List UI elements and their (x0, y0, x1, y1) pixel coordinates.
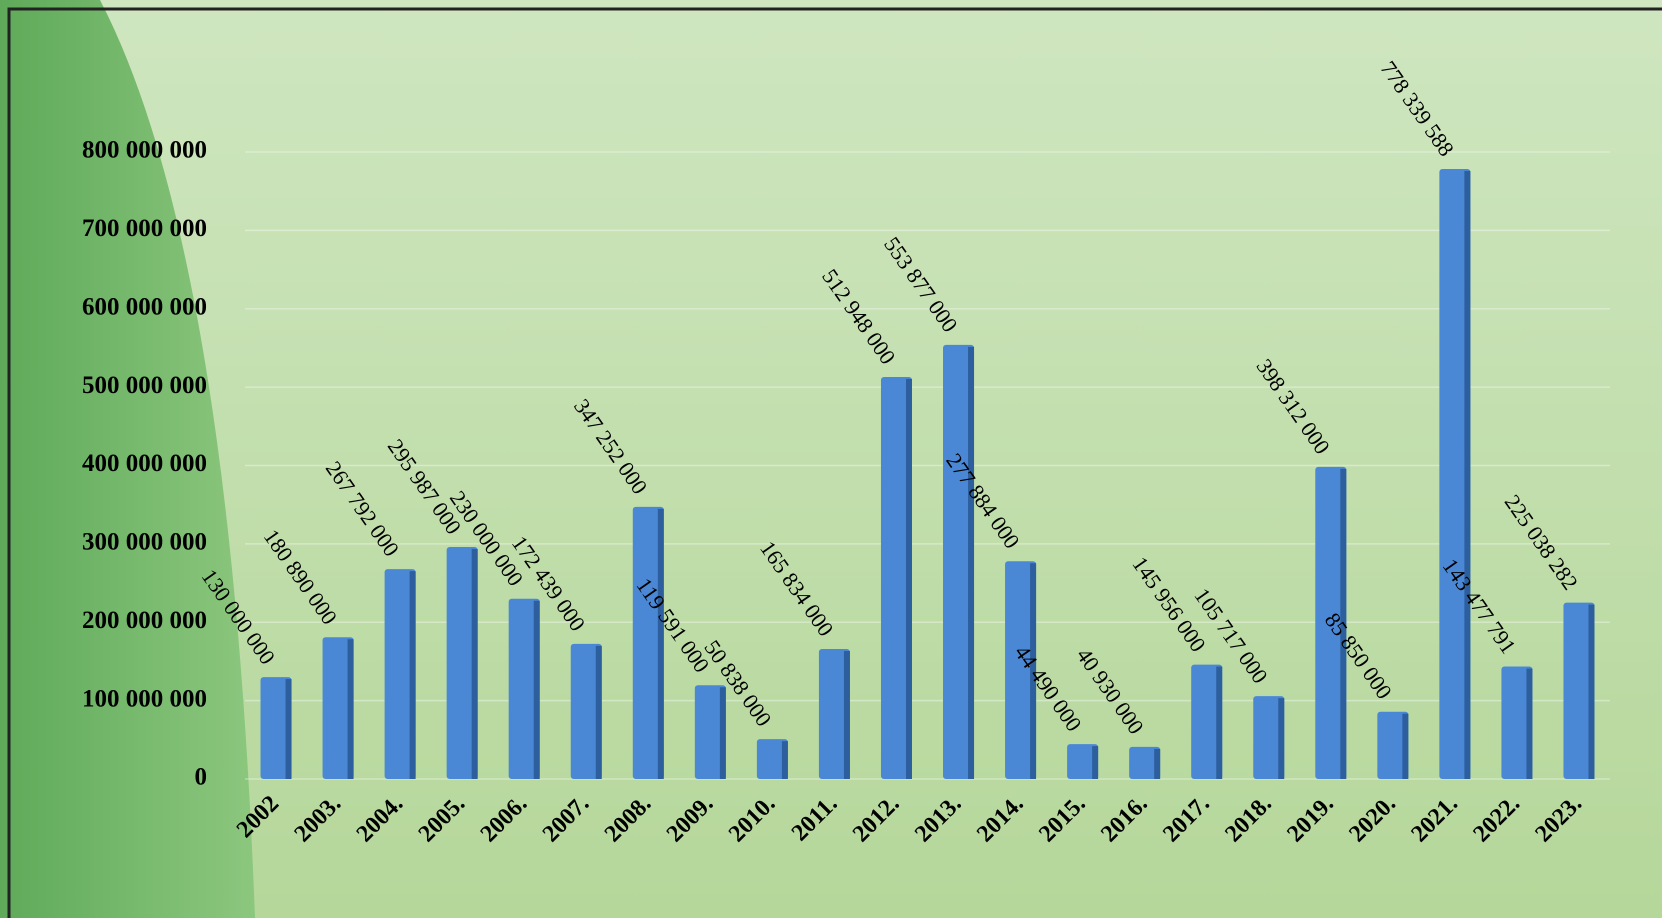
bar-side (1278, 698, 1284, 779)
y-tick-label: 800 000 000 (82, 137, 207, 164)
y-tick-label: 0 (195, 764, 208, 791)
bar-side (1154, 749, 1160, 779)
bar-side (1464, 171, 1470, 779)
y-tick-label: 100 000 000 (82, 685, 207, 712)
y-tick-label: 600 000 000 (82, 293, 207, 320)
y-tick-label: 500 000 000 (82, 372, 207, 399)
y-tick-label: 200 000 000 (82, 607, 207, 634)
bar-side (410, 571, 416, 779)
bar-side (286, 679, 292, 779)
bar-side (906, 379, 912, 779)
chart: 0 100 000 000 200 000 000 300 000 000 400 00… (0, 0, 1662, 918)
background (0, 0, 1662, 918)
y-tick-label: 700 000 000 (82, 215, 207, 242)
bar-side (658, 509, 664, 779)
bar-side (844, 651, 850, 779)
bar-side (1588, 605, 1594, 779)
bar-side (1526, 669, 1532, 779)
y-tick-label: 300 000 000 (82, 529, 207, 556)
bar-side (596, 646, 602, 779)
bar-side (534, 601, 540, 779)
bar-side (782, 741, 788, 779)
bar-side (720, 687, 726, 779)
bar-side (472, 549, 478, 779)
bar-side (968, 347, 974, 779)
bar-side (348, 639, 354, 779)
bar-side (1216, 667, 1222, 779)
y-tick-label: 400 000 000 (82, 450, 207, 477)
bar-side (1402, 714, 1408, 779)
bar-side (1092, 746, 1098, 779)
